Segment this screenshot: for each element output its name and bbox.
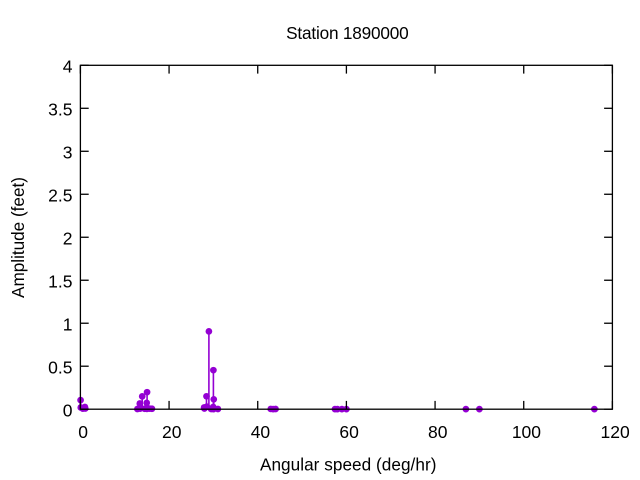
- svg-text:0: 0: [78, 422, 88, 442]
- svg-text:1: 1: [63, 315, 73, 335]
- svg-text:4: 4: [63, 57, 73, 77]
- svg-text:0.5: 0.5: [48, 358, 72, 378]
- svg-text:100: 100: [512, 422, 541, 442]
- svg-text:2: 2: [63, 229, 73, 249]
- svg-text:80: 80: [428, 422, 448, 442]
- svg-text:3: 3: [63, 143, 73, 163]
- svg-text:2.5: 2.5: [48, 186, 72, 206]
- svg-text:60: 60: [339, 422, 359, 442]
- svg-text:Angular speed (deg/hr): Angular speed (deg/hr): [260, 455, 437, 475]
- svg-text:Amplitude (feet): Amplitude (feet): [8, 177, 28, 298]
- svg-text:120: 120: [600, 422, 629, 442]
- svg-text:20: 20: [162, 422, 182, 442]
- svg-text:40: 40: [251, 422, 271, 442]
- svg-text:3.5: 3.5: [48, 100, 72, 120]
- svg-text:1.5: 1.5: [48, 272, 72, 292]
- svg-text:Station 1890000: Station 1890000: [286, 23, 409, 43]
- svg-text:0: 0: [63, 401, 73, 421]
